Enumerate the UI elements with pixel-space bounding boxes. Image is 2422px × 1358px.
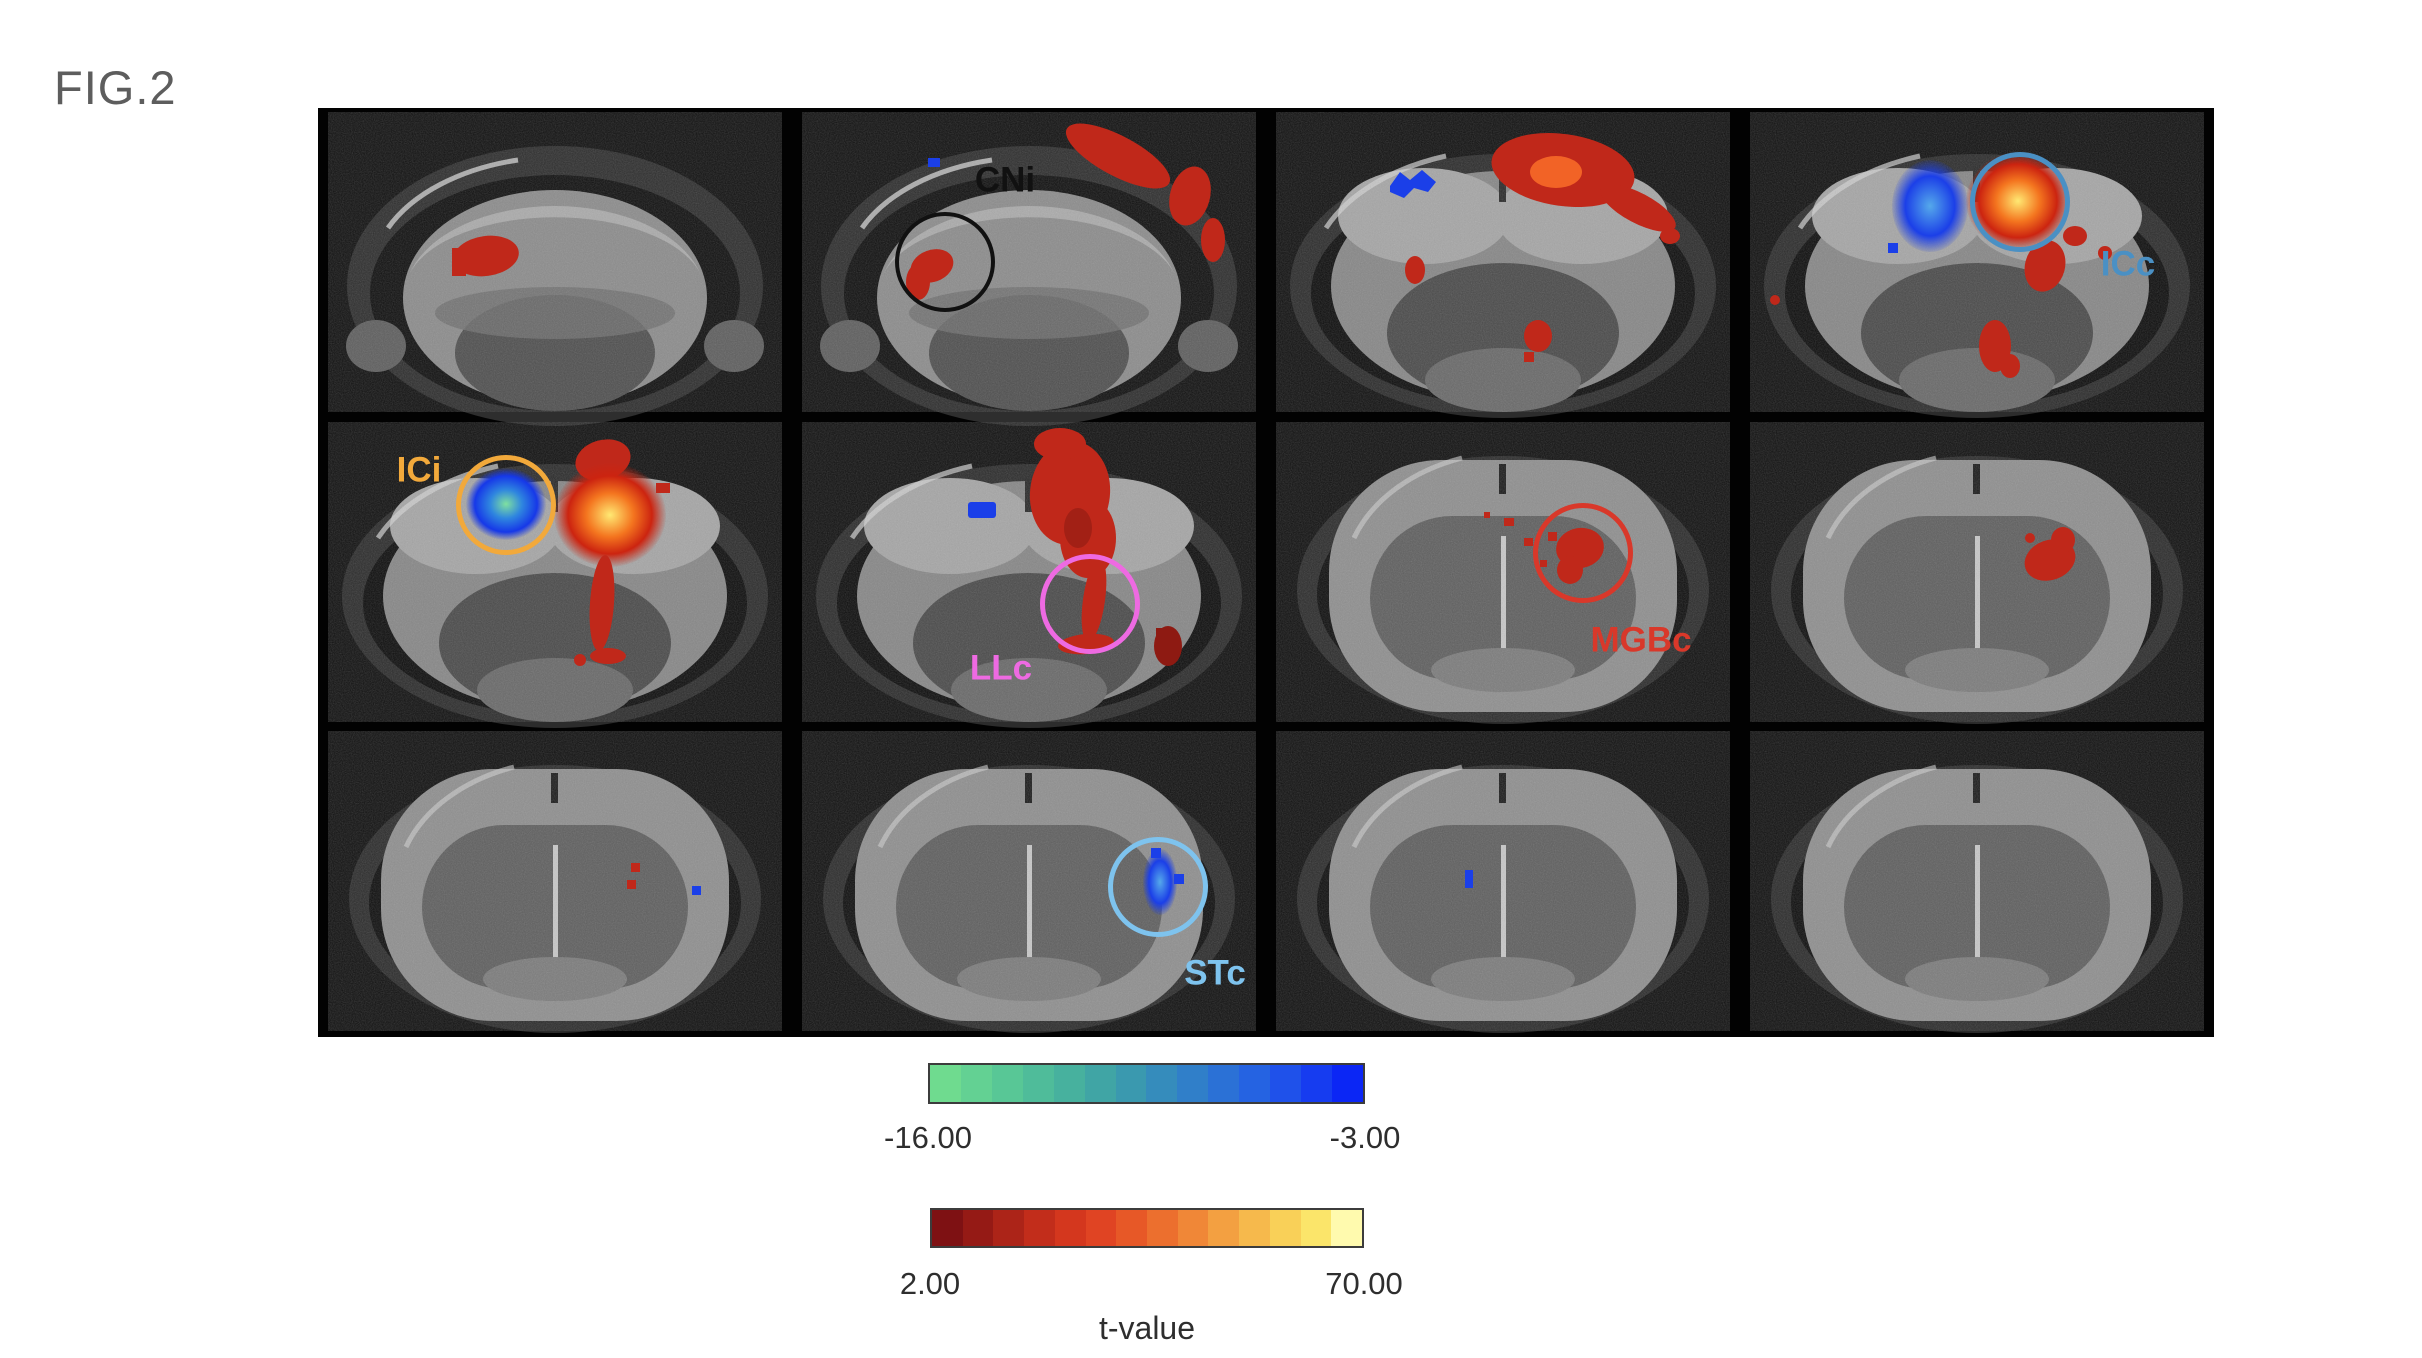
colorbar-segment [1177,1065,1209,1102]
positive-max-tick: 70.00 [1325,1266,1403,1301]
negative-min-tick: -16.00 [884,1120,972,1155]
colorbar-segment [1147,1210,1178,1246]
t-value-axis-label: t-value [1098,1310,1196,1346]
activation-row1-col1 [452,235,519,277]
colorbar-segment [1053,1065,1085,1102]
llc-label: LLc [969,648,1033,688]
colorbar-segment [991,1065,1023,1102]
colorbar-segment [1115,1065,1147,1102]
brain-slices-canvas [328,112,2204,1037]
colorbar-segment [1084,1065,1116,1102]
llc-circle [1040,554,1140,654]
cni-circle [895,212,995,312]
cni-label: CNi [974,160,1036,200]
activation-row2-col4 [2024,527,2076,581]
colorbar-segment [1208,1065,1240,1102]
colorbar-segment [1239,1065,1271,1102]
brain-montage: CNi ICi ICc LLc MGBc STc [318,108,2214,1037]
colorbar-segment [962,1210,994,1246]
colorbar-segment [1270,1065,1302,1102]
positive-colorbar-ticks: 2.00 70.00 [900,1266,1403,1301]
negative-max-tick: -3.00 [1329,1120,1401,1155]
mgbc-circle [1533,503,1633,603]
colorbar-segment [1177,1210,1209,1246]
icc-circle [1970,152,2070,252]
icc-label: ICc [2100,244,2156,284]
colorbar-segment [1300,1210,1332,1246]
colorbar-segment [1239,1210,1270,1246]
colorbar-segment [1054,1210,1086,1246]
ici-label: ICi [396,450,442,490]
colorbar-segment [1331,1210,1363,1246]
positive-min-tick: 2.00 [899,1266,961,1301]
colorbar-segment [1116,1210,1148,1246]
scan-noise [328,112,2204,1031]
colorbar-segment [993,1210,1025,1246]
colorbar-segment [1022,1065,1054,1102]
negative-colorbar-ticks: -16.00 -3.00 [884,1120,1400,1155]
colorbar-segment [1331,1065,1363,1102]
colorbar-segment [932,1210,963,1246]
stc-circle [1108,837,1208,937]
stc-label: STc [1184,953,1246,993]
activation-row3-col3 [1465,870,1473,888]
mgbc-label: MGBc [1590,620,1692,660]
figure-label: FIG.2 [54,61,177,114]
colorbar-segment [930,1065,961,1102]
colorbar-segment [1146,1065,1178,1102]
activation-row3-col1 [627,863,701,895]
negative-colorbar [928,1063,1365,1104]
colorbar-segment [1208,1210,1240,1246]
colorbar-segment [1085,1210,1117,1246]
colorbar-segment [1024,1210,1055,1246]
positive-colorbar [930,1208,1364,1248]
colorbar-segment [1269,1210,1301,1246]
activation-row1-col3 [1390,132,1680,362]
ici-circle [456,455,556,555]
colorbar-segment [960,1065,992,1102]
colorbar-segment [1301,1065,1332,1102]
